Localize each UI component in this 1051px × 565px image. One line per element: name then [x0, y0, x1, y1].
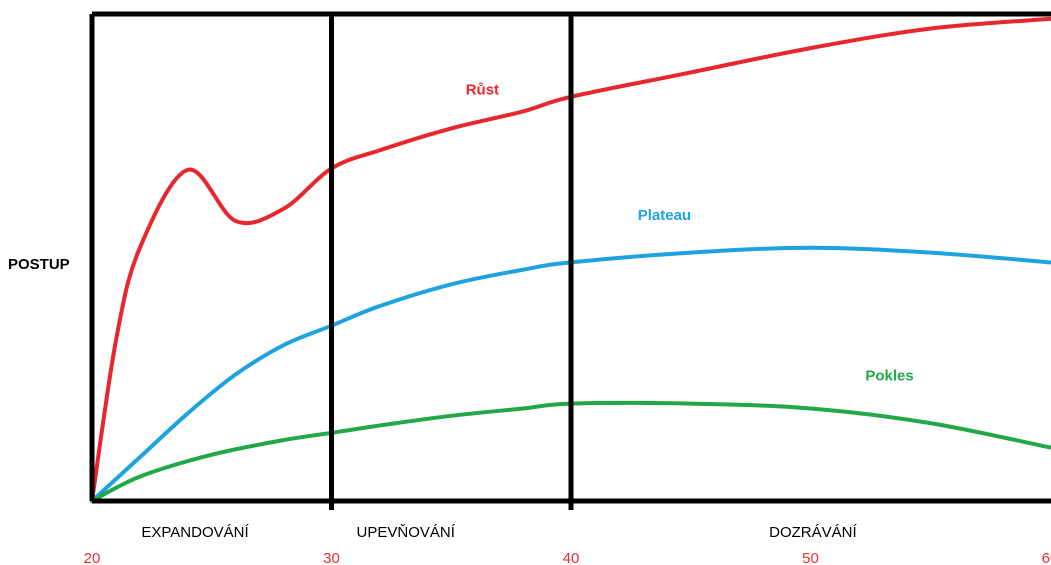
x-tick-labels: 20 30 40 50 60	[84, 550, 1051, 565]
x-tick-label-20: 20	[84, 550, 101, 565]
x-tick-label-40: 40	[563, 550, 580, 565]
series-line-pokles	[90, 401, 1051, 503]
phase-label-expandovani: EXPANDOVÁNÍ	[141, 524, 249, 541]
series-labels: Růst Plateau Pokles	[466, 81, 914, 384]
series-label-rust: Růst	[466, 81, 499, 98]
phase-dividers	[329, 14, 574, 510]
x-tick-label-30: 30	[323, 550, 340, 565]
y-axis-label: POSTUP	[8, 256, 70, 273]
phase-label-upevnovani: UPEVŇOVÁNÍ	[357, 524, 456, 541]
series-line-plateau	[90, 245, 1051, 503]
series-layer	[90, 16, 1051, 503]
x-tick-label-50: 50	[802, 550, 819, 565]
series-label-plateau: Plateau	[638, 207, 691, 224]
series-line-rust	[90, 16, 1051, 503]
x-tick-label-60: 60	[1042, 550, 1051, 565]
phase-labels: EXPANDOVÁNÍ UPEVŇOVÁNÍ DOZRÁVÁNÍ	[141, 524, 857, 541]
series-label-pokles: Pokles	[865, 368, 913, 385]
phase-label-dozravani: DOZRÁVÁNÍ	[769, 524, 857, 541]
